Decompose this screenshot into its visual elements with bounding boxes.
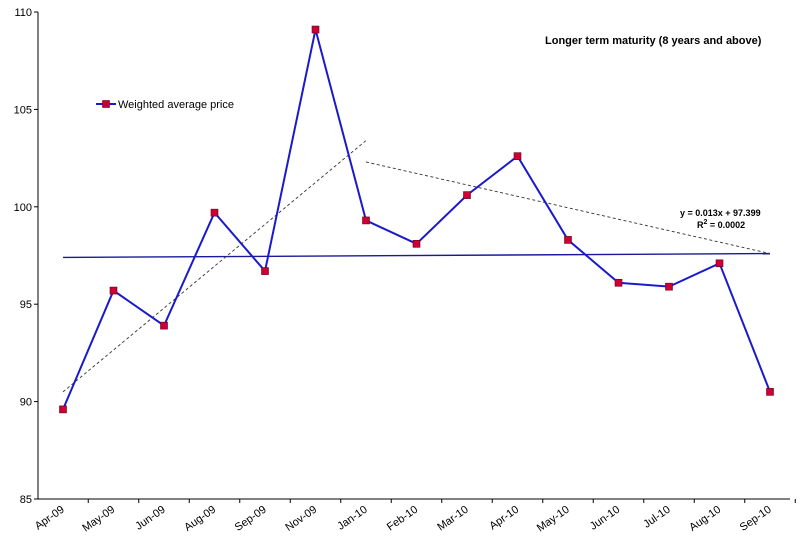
- trend-equation: y = 0.013x + 97.399 R2 = 0.0002: [680, 208, 761, 230]
- overall-linear-trend: [62, 252, 771, 259]
- y-tick-label: 85: [20, 494, 32, 506]
- data-point: [614, 278, 623, 287]
- y-tick-label: 105: [14, 104, 32, 116]
- data-point: [766, 388, 774, 396]
- y-tick-label: 90: [20, 397, 32, 409]
- data-point: [311, 25, 320, 34]
- data-point: [412, 240, 421, 248]
- data-point: [513, 152, 522, 160]
- y-tick-label: 110: [14, 7, 32, 19]
- data-point: [160, 321, 168, 330]
- chart-title: Longer term maturity (8 years and above): [545, 35, 762, 47]
- r-superscript: 2: [704, 219, 708, 226]
- trendlines: [62, 140, 771, 393]
- data-point: [210, 208, 219, 217]
- labels: Longer term maturity (8 years and above)…: [96, 35, 762, 230]
- r-value: = 0.0002: [707, 220, 745, 230]
- data-point: [665, 282, 673, 291]
- y-tick-label: 100: [14, 202, 32, 214]
- legend-marker: [102, 100, 110, 108]
- equation-line-1: y = 0.013x + 97.399: [680, 208, 761, 218]
- data-point: [109, 286, 118, 295]
- legend: Weighted average price: [96, 99, 234, 111]
- data-point: [362, 216, 370, 225]
- data-point: [261, 267, 269, 275]
- series-layer: [59, 25, 774, 414]
- r-symbol: R: [697, 220, 704, 230]
- legend-label: Weighted average price: [118, 99, 234, 111]
- data-point: [715, 259, 724, 268]
- equation-line-2: R2 = 0.0002: [697, 219, 745, 230]
- data-point: [564, 236, 572, 244]
- y-tick-label: 95: [20, 299, 32, 311]
- data-point: [59, 405, 67, 414]
- data-point: [463, 191, 471, 199]
